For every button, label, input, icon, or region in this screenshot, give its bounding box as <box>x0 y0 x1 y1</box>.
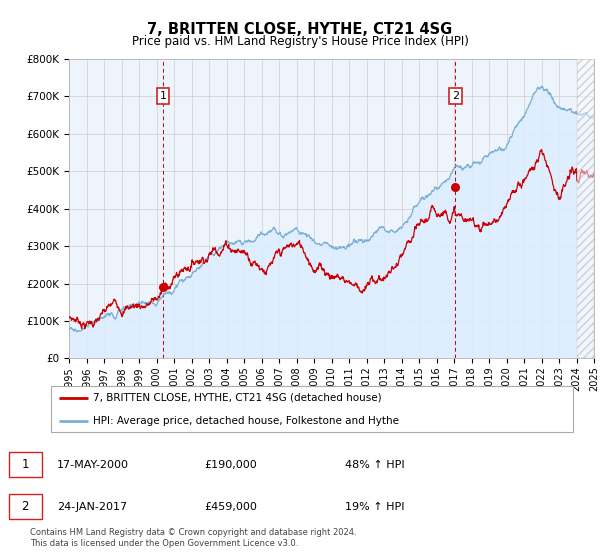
Text: HPI: Average price, detached house, Folkestone and Hythe: HPI: Average price, detached house, Folk… <box>93 416 399 426</box>
Text: 19% ↑ HPI: 19% ↑ HPI <box>345 502 404 512</box>
Text: £190,000: £190,000 <box>204 460 257 470</box>
Text: 2: 2 <box>22 500 29 514</box>
Text: 1: 1 <box>22 458 29 472</box>
Text: 2: 2 <box>452 91 459 101</box>
Text: £459,000: £459,000 <box>204 502 257 512</box>
Text: 17-MAY-2000: 17-MAY-2000 <box>57 460 129 470</box>
Text: 7, BRITTEN CLOSE, HYTHE, CT21 4SG: 7, BRITTEN CLOSE, HYTHE, CT21 4SG <box>148 22 452 38</box>
Text: 1: 1 <box>160 91 167 101</box>
FancyBboxPatch shape <box>50 386 574 432</box>
Text: 7, BRITTEN CLOSE, HYTHE, CT21 4SG (detached house): 7, BRITTEN CLOSE, HYTHE, CT21 4SG (detac… <box>93 393 382 403</box>
Text: Contains HM Land Registry data © Crown copyright and database right 2024.
This d: Contains HM Land Registry data © Crown c… <box>30 528 356 548</box>
Text: 24-JAN-2017: 24-JAN-2017 <box>57 502 127 512</box>
Text: 48% ↑ HPI: 48% ↑ HPI <box>345 460 404 470</box>
Text: Price paid vs. HM Land Registry's House Price Index (HPI): Price paid vs. HM Land Registry's House … <box>131 35 469 48</box>
